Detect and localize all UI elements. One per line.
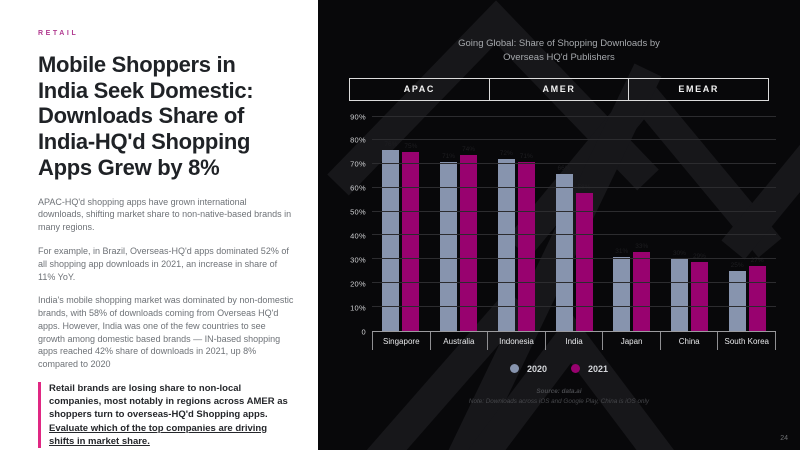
bar-value-label: 74% xyxy=(462,145,476,153)
gridline xyxy=(372,163,776,165)
x-tick-label: China xyxy=(661,331,719,350)
bar-2021-australia: 74% xyxy=(460,146,478,331)
category-group-china: 30% 29% xyxy=(661,117,719,331)
bar-value-label: 33% xyxy=(635,243,649,251)
legend-item-2021: 2021 xyxy=(571,364,608,374)
bar-value-label: 76% xyxy=(384,140,398,148)
legend-label: 2020 xyxy=(526,363,547,374)
bar-value-label: 71% xyxy=(442,152,456,160)
y-tick-label: 40% xyxy=(350,231,366,241)
body-paragraph: India's mobile shopping market was domin… xyxy=(38,295,294,370)
callout-box: Retail brands are losing share to non-lo… xyxy=(38,381,294,449)
chart-legend: 2020 2021 xyxy=(318,364,800,374)
right-panel: Going Global: Share of Shopping Download… xyxy=(318,0,800,450)
left-panel: RETAIL Mobile Shoppers in India Seek Dom… xyxy=(0,0,318,450)
body-paragraph: For example, in Brazil, Overseas-HQ'd ap… xyxy=(38,245,289,282)
category-group-singapore: 76% 75% xyxy=(372,117,430,331)
bar-value-label: 31% xyxy=(615,247,629,255)
callout-text-underlined: Evaluate which of the top companies are … xyxy=(49,422,268,448)
y-tick-label: 70% xyxy=(350,159,366,169)
body-paragraph: APAC-HQ'd shopping apps have grown inter… xyxy=(38,196,292,233)
chart-panel: Going Global: Share of Shopping Download… xyxy=(318,37,800,450)
callout-text: Retail brands are losing share to non-lo… xyxy=(49,382,288,421)
bar-chart: 90% 80% 70% 60% 50% 40% 30% 20% 10% 0 76% 75% 71% 74… xyxy=(346,112,776,336)
x-tick-label: Singapore xyxy=(372,331,431,350)
bar-value-label: 30% xyxy=(672,250,686,258)
y-tick-label: 80% xyxy=(350,135,366,145)
x-tick-label: Indonesia xyxy=(488,331,546,350)
bar-value-label: 71% xyxy=(519,152,533,160)
bar-2020-china: 30% xyxy=(670,250,688,331)
note-line: Note: Downloads across iOS and Google Pl… xyxy=(468,398,650,406)
body-paragraphs: APAC-HQ'd shopping apps have grown inter… xyxy=(38,196,294,371)
y-tick-label: 60% xyxy=(350,183,366,193)
category-group-japan: 31% 33% xyxy=(603,117,661,331)
bar-2020-south-korea: 25% xyxy=(728,262,746,331)
gridline xyxy=(372,186,776,188)
bar-2021-south-korea: 27% xyxy=(748,257,766,331)
eyebrow-label: RETAIL xyxy=(38,30,79,37)
x-tick-label: Australia xyxy=(431,331,489,350)
y-tick-label: 0 xyxy=(361,327,366,336)
category-group-indonesia: 72% 71% xyxy=(487,117,545,331)
gridline xyxy=(372,234,776,236)
y-axis-labels: 90% 80% 70% 60% 50% 40% 30% 20% 10% 0 xyxy=(346,112,372,336)
y-tick-label: 50% xyxy=(350,207,366,217)
y-tick-label: 30% xyxy=(350,255,366,265)
legend-dot-icon xyxy=(509,364,519,373)
plot-area: 76%75%71%74%72%71%66%58%31%33%30%29%25%2… xyxy=(372,115,776,332)
bar-2021-india: 58% xyxy=(575,184,593,331)
gridline xyxy=(372,115,776,117)
page-title: Mobile Shoppers in India Seek Domestic: … xyxy=(38,52,254,180)
gridline xyxy=(372,258,776,260)
category-group-australia: 71% 74% xyxy=(430,117,488,331)
category-group-india: 66% 58% xyxy=(545,117,603,331)
bar-2020-japan: 31% xyxy=(613,248,631,331)
x-tick-label: Japan xyxy=(603,331,661,350)
x-axis-labels: Singapore Australia Indonesia India Japan Chi… xyxy=(372,331,777,350)
region-tab[interactable]: APAC xyxy=(350,78,490,100)
bar-value-label: 75% xyxy=(404,143,418,151)
bar-value-label: 72% xyxy=(499,150,513,158)
bar-2021-china: 29% xyxy=(690,253,708,331)
gridline xyxy=(372,305,776,307)
gridline xyxy=(372,139,776,141)
legend-label: 2021 xyxy=(588,363,609,374)
region-tab[interactable]: AMER xyxy=(490,78,630,100)
x-tick-label: South Korea xyxy=(718,331,777,350)
bars-row: 76%75%71%74%72%71%66%58%31%33%30%29%25%2… xyxy=(372,117,776,331)
bar-2020-singapore: 76% xyxy=(382,141,400,331)
bar-value-label: 27% xyxy=(750,257,764,265)
x-tick-label: India xyxy=(546,331,604,350)
y-tick-label: 20% xyxy=(350,279,366,289)
region-tab[interactable]: EMEAR xyxy=(678,84,719,94)
legend-dot-icon xyxy=(571,364,580,373)
bar-2021-japan: 33% xyxy=(633,243,651,331)
bar-2020-india: 66% xyxy=(555,165,573,331)
source-note: Source: data.ai Note: Downloads across i… xyxy=(318,387,800,408)
y-tick-label: 90% xyxy=(350,112,366,121)
y-tick-label: 10% xyxy=(350,303,366,313)
bar-value-label: 66% xyxy=(557,164,571,172)
gridline xyxy=(372,210,776,212)
bar-value-label: 25% xyxy=(730,262,744,270)
page-number: 24 xyxy=(780,435,788,442)
region-tabs: APAC AMER EMEAR xyxy=(349,77,769,101)
bar-2021-singapore: 75% xyxy=(402,143,420,331)
legend-item-2020: 2020 xyxy=(509,363,547,374)
gridline xyxy=(372,281,776,283)
chart-title: Going Global: Share of Shopping Download… xyxy=(458,38,660,64)
category-group-south-korea: 25% 27% xyxy=(718,117,776,331)
source-line: Source: data.ai xyxy=(536,387,582,395)
